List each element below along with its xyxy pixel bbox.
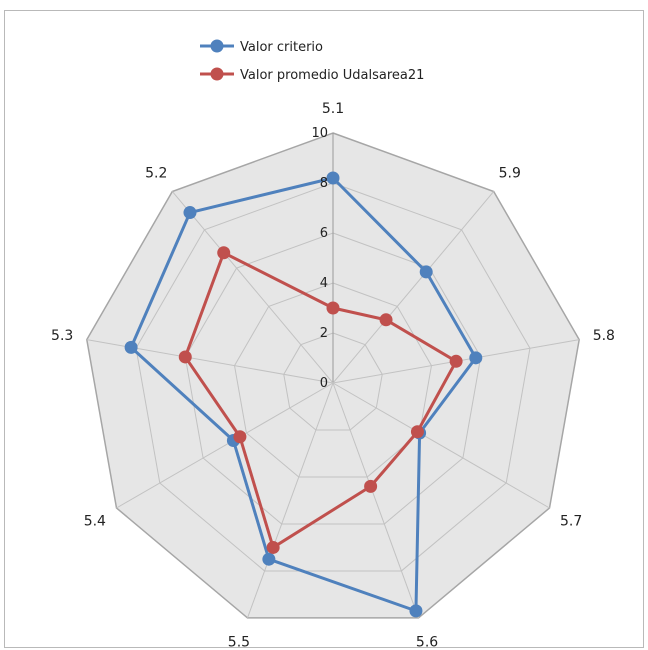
radar-series — [124, 171, 483, 618]
category-label: 5.6 — [416, 634, 438, 650]
data-point — [469, 351, 483, 365]
data-point — [262, 552, 276, 566]
category-label: 5.5 — [228, 634, 250, 650]
tick-label: 10 — [311, 126, 328, 141]
legend-label: Valor promedio Udalsarea21 — [240, 68, 424, 83]
category-label: 5.9 — [499, 165, 521, 181]
data-point — [410, 425, 424, 439]
data-point — [183, 206, 197, 220]
legend-marker — [210, 39, 224, 53]
grid-spoke — [247, 382, 334, 619]
legend: Valor criterio Valor promedio Udalsarea21 — [200, 39, 424, 83]
category-label: 5.8 — [593, 328, 615, 344]
series-1 — [124, 171, 483, 618]
radar-grid — [86, 132, 580, 619]
tick-label: 6 — [320, 226, 328, 241]
legend-marker — [210, 67, 224, 81]
grid-ring — [283, 332, 383, 431]
data-point — [419, 265, 433, 279]
series-line — [129, 176, 478, 613]
data-point — [379, 313, 393, 327]
category-label: 5.2 — [145, 165, 167, 181]
tick-labels: 0 2 4 6 8 10 — [311, 126, 328, 391]
legend-item: Valor promedio Udalsarea21 — [200, 67, 424, 83]
series-2 — [178, 246, 463, 554]
data-point — [326, 301, 340, 315]
data-point — [326, 171, 340, 185]
category-labels: 5.1 5.9 5.8 5.7 5.6 5.5 5.4 5.3 5.2 — [51, 101, 615, 650]
tick-label: 8 — [320, 176, 328, 191]
data-point — [409, 604, 423, 618]
grid-ring — [135, 182, 531, 572]
category-label: 5.3 — [51, 328, 73, 344]
tick-label: 2 — [320, 326, 328, 341]
category-label: 5.4 — [84, 514, 106, 530]
data-point — [178, 350, 192, 364]
data-point — [233, 430, 247, 444]
grid-spoke — [116, 382, 334, 509]
data-point — [266, 540, 280, 554]
grid-ring — [184, 232, 482, 525]
series-line — [183, 251, 458, 549]
category-label: 5.1 — [322, 101, 344, 117]
grid-spoke — [332, 382, 419, 619]
data-point — [217, 246, 231, 260]
data-point — [124, 340, 138, 354]
grid-spoke — [332, 382, 550, 509]
tick-label: 4 — [320, 276, 328, 291]
tick-label: 0 — [320, 376, 328, 391]
data-point — [449, 354, 463, 368]
legend-label: Valor criterio — [240, 40, 323, 55]
grid-spoke — [332, 191, 495, 384]
grid-spoke — [171, 191, 334, 384]
legend-item: Valor criterio — [200, 39, 323, 55]
data-point — [364, 479, 378, 493]
category-label: 5.7 — [560, 514, 582, 530]
